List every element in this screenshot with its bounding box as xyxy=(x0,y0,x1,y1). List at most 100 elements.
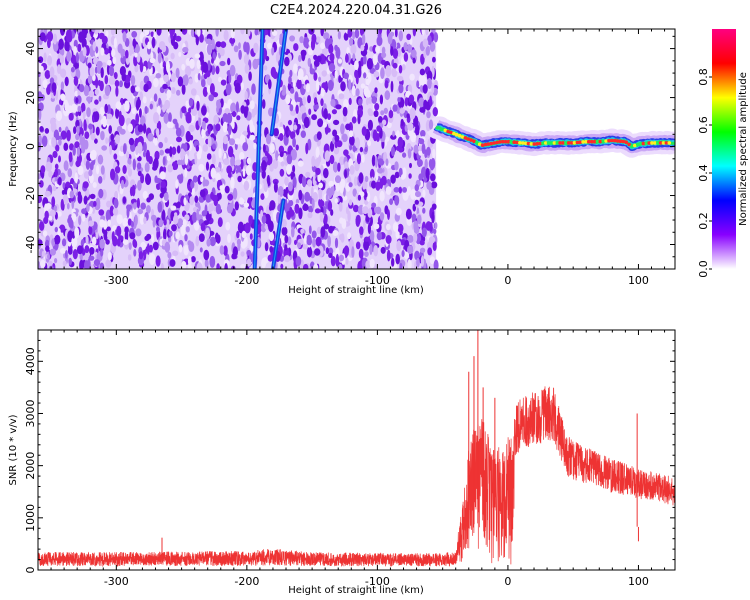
noise-blob xyxy=(398,147,404,153)
noise-blob xyxy=(175,35,182,42)
noise-blob xyxy=(160,263,164,269)
noise-blob xyxy=(44,70,51,79)
noise-blob xyxy=(73,46,77,54)
noise-blob xyxy=(57,228,61,237)
ridge-peak xyxy=(483,142,488,147)
noise-blob xyxy=(266,174,270,185)
snr-xtick-label: -300 xyxy=(104,575,129,588)
noise-blob xyxy=(375,181,381,191)
noise-blob xyxy=(135,228,142,237)
noise-blob xyxy=(70,54,77,64)
noise-blob xyxy=(235,101,239,113)
noise-blob xyxy=(330,256,336,267)
noise-blob xyxy=(79,259,84,269)
noise-blob xyxy=(369,168,375,180)
noise-blob xyxy=(358,98,363,106)
noise-blob xyxy=(93,259,101,267)
noise-blob xyxy=(95,197,101,209)
noise-blob xyxy=(58,155,61,163)
noise-blob xyxy=(316,226,322,235)
noise-blob xyxy=(49,117,56,126)
noise-blob xyxy=(365,78,370,86)
noise-blob xyxy=(316,149,320,158)
noise-blob xyxy=(205,227,210,240)
noise-blob xyxy=(194,73,199,83)
noise-blob xyxy=(236,230,240,239)
ridge-peak xyxy=(664,141,669,145)
noise-blob xyxy=(195,235,200,247)
noise-blob xyxy=(145,173,151,185)
noise-blob xyxy=(81,37,87,49)
noise-blob xyxy=(363,72,367,79)
ridge-peak xyxy=(538,141,542,146)
noise-blob xyxy=(57,135,63,141)
ridge-peak xyxy=(535,142,539,146)
noise-blob xyxy=(373,71,380,78)
noise-blob xyxy=(289,35,295,42)
noise-blob xyxy=(180,148,185,161)
noise-blob xyxy=(75,52,79,64)
noise-blob xyxy=(408,173,412,179)
noise-blob xyxy=(387,209,390,221)
noise-blob xyxy=(337,58,343,64)
noise-blob xyxy=(206,77,213,86)
noise-blob xyxy=(401,250,405,257)
noise-blob xyxy=(122,165,127,174)
noise-blob xyxy=(110,168,116,181)
noise-blob xyxy=(269,200,276,211)
noise-blob xyxy=(201,128,206,139)
noise-blob xyxy=(279,168,285,177)
noise-blob xyxy=(185,226,190,233)
noise-blob xyxy=(218,192,222,200)
noise-blob xyxy=(420,53,425,65)
noise-blob xyxy=(83,195,88,205)
noise-blob xyxy=(97,154,104,165)
noise-blob xyxy=(396,42,401,50)
noise-blob xyxy=(287,236,292,246)
noise-blob xyxy=(86,203,90,212)
noise-blob xyxy=(351,246,355,258)
snr-xtick-label: 100 xyxy=(628,575,649,588)
noise-blob xyxy=(191,187,195,196)
noise-blob xyxy=(291,226,295,238)
noise-blob xyxy=(60,48,65,56)
noise-blob xyxy=(330,99,336,107)
noise-blob xyxy=(390,46,394,56)
noise-blob xyxy=(388,110,394,119)
ridge-peak xyxy=(592,139,597,144)
noise-blob xyxy=(76,245,83,255)
snr-ylabel: SNR (10 * v/v) xyxy=(8,414,19,485)
noise-blob xyxy=(430,173,436,182)
noise-blob xyxy=(407,234,414,243)
noise-blob xyxy=(300,130,306,138)
noise-blob xyxy=(320,98,324,107)
noise-blob xyxy=(300,228,305,234)
noise-blob xyxy=(107,104,111,116)
noise-blob xyxy=(413,144,419,154)
noise-blob xyxy=(91,236,97,246)
ridge-peak xyxy=(561,141,565,145)
ridge-peak xyxy=(587,139,591,144)
noise-blob xyxy=(412,203,417,212)
noise-blob xyxy=(349,164,355,175)
noise-blob xyxy=(63,160,69,171)
noise-blob xyxy=(334,134,340,142)
noise-blob xyxy=(219,60,226,67)
noise-blob xyxy=(48,215,53,221)
noise-blob xyxy=(244,90,248,101)
noise-blob xyxy=(378,116,383,123)
noise-blob xyxy=(131,184,136,197)
noise-blob xyxy=(211,38,215,50)
noise-blob xyxy=(149,57,156,64)
noise-blob xyxy=(345,53,349,63)
noise-blob xyxy=(194,153,198,165)
noise-blob xyxy=(132,238,137,248)
noise-blob xyxy=(390,134,397,140)
ridge-peak xyxy=(526,141,531,146)
noise-blob xyxy=(414,199,419,205)
noise-blob xyxy=(267,217,272,229)
noise-blob xyxy=(386,249,391,262)
noise-blob xyxy=(118,110,122,119)
noise-blob xyxy=(164,99,171,110)
